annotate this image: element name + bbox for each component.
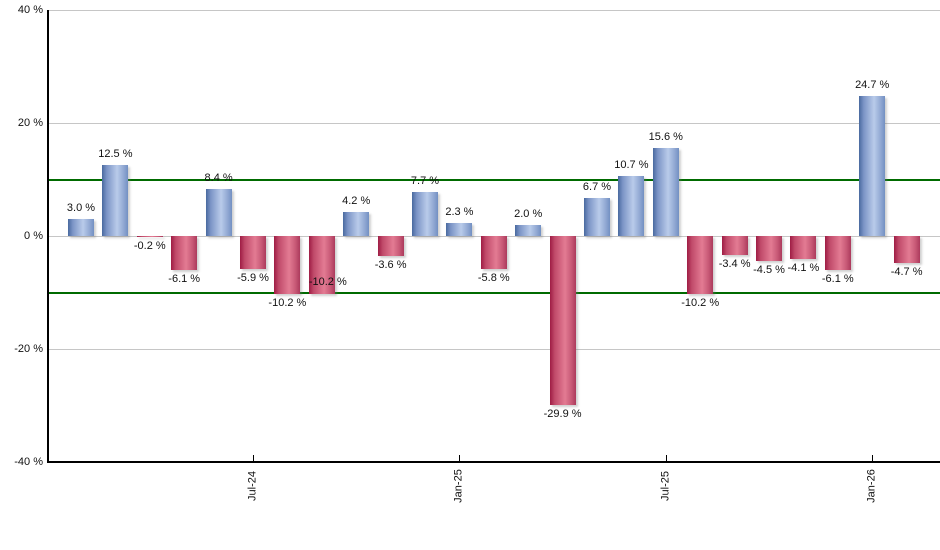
gridline: [49, 9, 940, 11]
threshold-line: [49, 178, 940, 181]
bar-value-label: 3.0 %: [66, 202, 96, 215]
bar-value-label: -3.4 %: [718, 258, 751, 271]
bar: [240, 236, 266, 270]
bar: [687, 236, 714, 294]
bar: [343, 212, 370, 236]
x-axis-tick-label: Jul-24: [246, 471, 259, 501]
x-axis-tick-label: Jan-26: [865, 469, 878, 503]
bar-value-label: -6.1 %: [168, 273, 201, 286]
bar: [824, 236, 851, 271]
bar: [446, 223, 473, 236]
bar: [171, 236, 198, 271]
gridline: [49, 122, 940, 124]
y-axis-tick-label: 20 %: [17, 117, 43, 129]
bar: [721, 236, 748, 256]
bar-value-label: 6.7 %: [582, 181, 612, 194]
y-axis-tick-label: -40 %: [14, 456, 43, 468]
x-axis-tick: [665, 455, 667, 462]
bar: [102, 165, 129, 236]
bar: [790, 236, 817, 260]
y-axis-tick-label: -20 %: [14, 343, 43, 355]
bar: [274, 236, 301, 294]
bar-value-label: 8.4 %: [204, 171, 233, 184]
bar: [584, 198, 610, 236]
bar-value-label: -5.9 %: [237, 272, 269, 285]
y-axis-tick-label: 40 %: [17, 4, 43, 16]
bar: [893, 236, 920, 263]
bar-value-label: -10.2 %: [268, 296, 307, 309]
bar: [68, 219, 94, 236]
y-axis-tick-label: 0 %: [24, 230, 43, 242]
bar: [652, 147, 679, 236]
bar-value-label: -0.2 %: [133, 240, 166, 253]
bar: [756, 236, 782, 262]
x-axis-tick-label: Jan-25: [452, 469, 465, 503]
bar-value-label: 2.0 %: [514, 207, 543, 220]
bar-value-label: 10.7 %: [614, 158, 649, 171]
bar-value-label: 2.3 %: [445, 206, 474, 218]
bar-value-label: -6.1 %: [821, 273, 854, 286]
bar: [618, 175, 645, 236]
bar-value-label: -4.5 %: [753, 264, 785, 277]
bar: [549, 236, 576, 405]
bar-value-label: 15.6 %: [648, 130, 683, 143]
x-axis-line: [47, 461, 940, 463]
y-axis-line: [47, 10, 49, 463]
bar: [308, 236, 335, 294]
bar: [480, 236, 507, 269]
bar-value-label: -5.8 %: [477, 271, 510, 284]
bar-value-label: -3.6 %: [374, 259, 407, 272]
bar-value-label: 12.5 %: [98, 148, 133, 161]
bar: [412, 192, 438, 236]
bar-value-label: -4.7 %: [890, 265, 923, 278]
threshold-line: [49, 291, 940, 294]
bar-value-label: -29.9 %: [543, 407, 582, 420]
bar: [205, 188, 232, 236]
bar-value-label: 24.7 %: [855, 79, 890, 92]
bar-value-label: 7.7 %: [410, 175, 440, 188]
x-axis-tick: [872, 455, 874, 462]
bar-value-label: -4.1 %: [787, 262, 820, 275]
bar: [515, 224, 542, 236]
bar-value-label: -10.2 %: [681, 296, 720, 309]
bar: [859, 96, 886, 236]
bar: [377, 236, 404, 257]
gridline: [49, 348, 940, 350]
bar-value-label: 4.2 %: [342, 195, 371, 208]
x-axis-tick: [459, 455, 461, 462]
bar-value-label: -10.2 %: [308, 275, 347, 288]
bar: [136, 236, 163, 238]
x-axis-tick: [253, 455, 254, 462]
x-axis-tick-label: Jul-25: [659, 471, 672, 501]
